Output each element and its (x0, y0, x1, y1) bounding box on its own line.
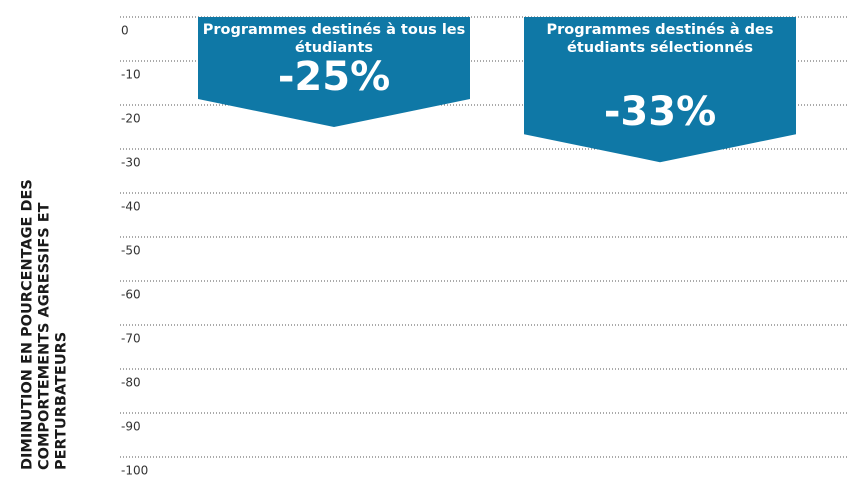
y-tick-label: -20 (121, 112, 141, 126)
bar (198, 17, 470, 127)
y-tick-label: -80 (121, 376, 141, 390)
category-label-box: Programmes destinés à tous les étudiants (202, 22, 466, 56)
value-label: -25% (278, 54, 390, 100)
y-tick-label: -70 (121, 332, 141, 346)
value-label: -33% (604, 89, 716, 135)
y-tick-label: -60 (121, 288, 141, 302)
y-tick-label: -30 (121, 156, 141, 170)
y-tick-label: -90 (121, 420, 141, 434)
category-label: Programmes destinés à tous les étudiants (202, 22, 466, 56)
category-label-box: Programmes destinés à des étudiants séle… (546, 22, 774, 56)
y-tick-label: -40 (121, 200, 141, 214)
y-tick-label: -50 (121, 244, 141, 258)
bar (524, 17, 796, 163)
y-tick-label: -100 (121, 464, 148, 478)
y-tick-label: 0 (121, 24, 129, 38)
category-label: Programmes destinés à des étudiants séle… (546, 22, 774, 56)
y-tick-label: -10 (121, 68, 141, 82)
